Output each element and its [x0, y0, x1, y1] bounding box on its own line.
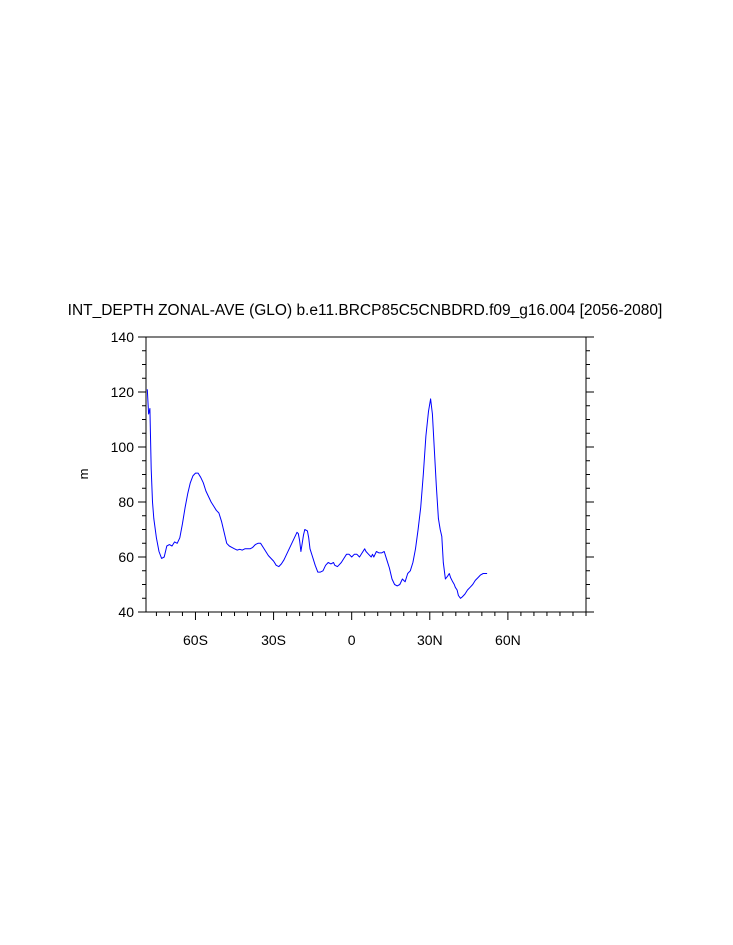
x-tick-label: 0	[348, 632, 356, 648]
y-tick-label: 40	[118, 604, 134, 620]
x-tick-label: 60N	[495, 632, 521, 648]
y-tick-label: 80	[118, 494, 134, 510]
y-tick-label: 140	[111, 329, 135, 345]
y-tick-label: 120	[111, 384, 135, 400]
y-tick-label: 60	[118, 549, 134, 565]
y-tick-label: 100	[111, 439, 135, 455]
y-axis-label: m	[76, 469, 91, 480]
x-tick-label: 30S	[261, 632, 286, 648]
plot-frame	[145, 336, 587, 613]
series-line-1	[146, 389, 488, 599]
chart-title: INT_DEPTH ZONAL-AVE (GLO) b.e11.BRCP85C5…	[68, 302, 663, 319]
x-tick-label: 60S	[183, 632, 208, 648]
tick-labels: 40 60 80 100 120 140 60S 30S 0 30N 60N	[111, 329, 521, 648]
series-layer	[146, 389, 488, 599]
x-tick-label: 30N	[417, 632, 443, 648]
axis-ticks	[138, 336, 594, 620]
